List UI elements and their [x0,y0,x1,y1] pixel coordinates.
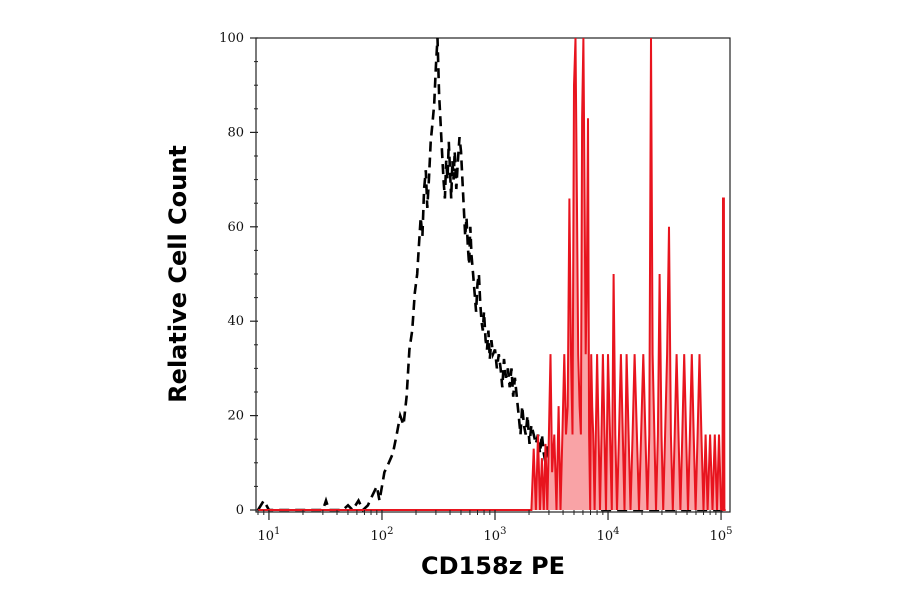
y-tick-label-1: 20 [227,409,244,424]
x-axis-title: CD158z PE [421,552,565,580]
x-tick-label-2: 103 [484,526,507,544]
x-tick-label-0: 101 [257,526,280,544]
x-tick-label-3: 104 [597,526,620,544]
y-axis: 0 20 40 60 80 100 [219,31,258,518]
x-axis: 101 102 103 104 105 [257,510,733,544]
x-tick-label-4: 105 [710,526,733,544]
series-stained-line [258,37,726,511]
y-tick-label-3: 60 [227,220,244,235]
y-tick-label-0: 0 [236,503,244,518]
series-stained-group [258,37,726,511]
plot-frame [255,37,731,513]
x-tick-label-1: 102 [371,526,394,544]
y-axis-title: Relative Cell Count [164,145,192,403]
y-tick-label-5: 100 [219,31,244,46]
y-tick-label-2: 40 [227,314,244,329]
y-tick-label-4: 80 [227,125,244,140]
